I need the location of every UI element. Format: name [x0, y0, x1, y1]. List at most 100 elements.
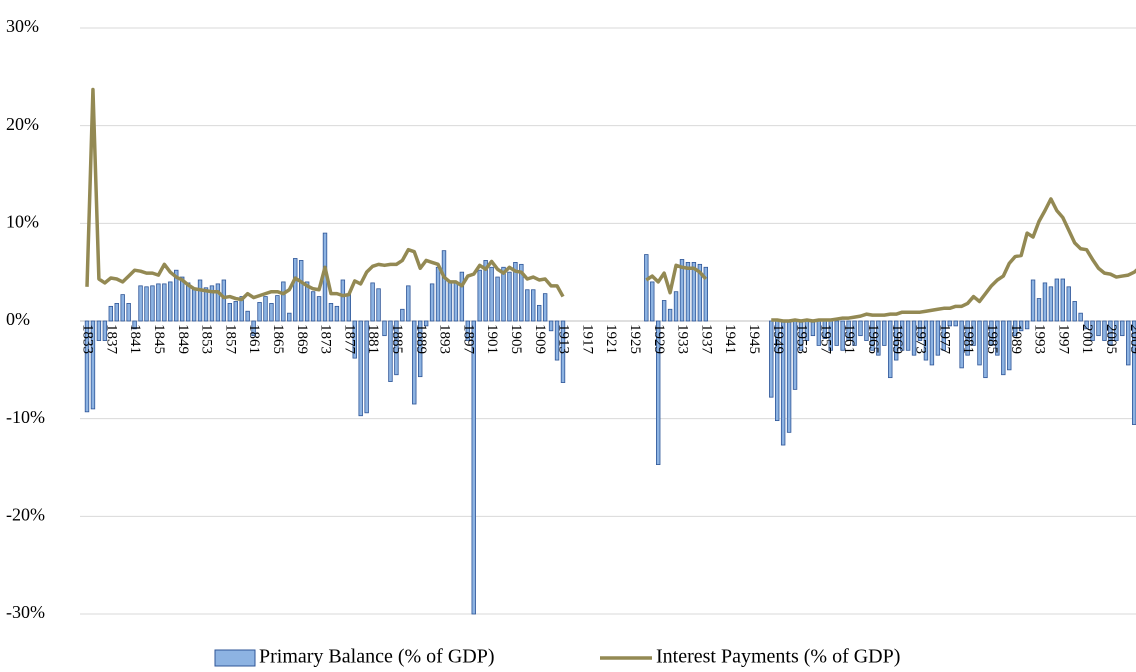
- x-tick-label: 1981: [960, 324, 976, 354]
- bar: [435, 266, 441, 322]
- bar: [257, 302, 262, 322]
- x-tick-label: 1905: [508, 324, 524, 354]
- bar: [1132, 320, 1136, 425]
- bar: [888, 320, 893, 379]
- bar: [144, 286, 149, 322]
- bar: [644, 254, 649, 322]
- bar: [269, 303, 274, 322]
- bar: [179, 276, 185, 322]
- bar: [691, 261, 697, 322]
- bar: [1090, 320, 1095, 341]
- y-tick-label: -30%: [6, 602, 45, 622]
- bar: [911, 320, 917, 356]
- x-tick-label: 2001: [1079, 324, 1095, 354]
- bar: [185, 282, 191, 322]
- x-tick-label: 1893: [437, 324, 453, 354]
- bar: [513, 261, 518, 322]
- x-tick-label: 1865: [270, 324, 286, 354]
- x-tick-label: 1853: [199, 324, 215, 354]
- x-tick-label: 1925: [627, 324, 643, 354]
- bar: [1084, 320, 1089, 330]
- y-tick-label: 20%: [6, 114, 39, 134]
- bar: [525, 289, 530, 322]
- bar: [870, 320, 875, 351]
- bar: [537, 304, 542, 322]
- bar: [673, 291, 679, 322]
- x-tick-label: 1881: [365, 324, 381, 354]
- x-tick-label: 1945: [746, 324, 762, 354]
- bar: [233, 301, 238, 322]
- bar: [548, 320, 554, 332]
- bar: [953, 320, 958, 327]
- x-tick-label: 1845: [151, 324, 167, 354]
- bar: [667, 308, 673, 322]
- bar: [281, 281, 286, 322]
- bar: [150, 285, 155, 322]
- x-tick-label: 1929: [651, 324, 667, 354]
- bar: [221, 279, 227, 322]
- bar: [882, 320, 887, 346]
- bar: [310, 291, 316, 322]
- bar: [917, 320, 923, 341]
- bar: [935, 320, 941, 356]
- bar: [423, 320, 429, 327]
- bar: [1048, 286, 1054, 322]
- bar: [519, 263, 524, 322]
- bar: [995, 320, 1000, 356]
- bar: [114, 303, 119, 322]
- bar: [650, 281, 655, 322]
- bar: [406, 285, 411, 322]
- bar: [703, 266, 708, 322]
- bar: [501, 266, 506, 322]
- bar: [477, 269, 482, 322]
- bar: [810, 320, 816, 337]
- bar: [1024, 320, 1030, 330]
- bar: [1001, 320, 1006, 376]
- bar: [471, 320, 476, 615]
- x-tick-label: 1941: [722, 324, 738, 354]
- bar: [370, 282, 375, 322]
- bar: [376, 288, 381, 322]
- bar: [1072, 301, 1077, 322]
- bar: [126, 303, 131, 322]
- x-tick-label: 1953: [794, 324, 810, 354]
- bar: [1102, 320, 1107, 341]
- bar: [840, 320, 845, 351]
- bar: [489, 266, 494, 322]
- bar: [697, 263, 703, 322]
- x-tick-label: 1993: [1032, 324, 1048, 354]
- bar: [661, 300, 667, 322]
- bar: [388, 320, 393, 382]
- bar: [459, 271, 465, 322]
- y-tick-label: -10%: [6, 407, 45, 427]
- bar: [899, 320, 905, 351]
- bar: [441, 250, 447, 322]
- x-tick-label: 1901: [484, 324, 500, 354]
- y-tick-label: 10%: [6, 211, 39, 231]
- bar: [263, 296, 268, 322]
- bar: [1013, 320, 1018, 337]
- bar: [382, 320, 387, 337]
- bar: [84, 320, 90, 413]
- x-tick-label: 1957: [817, 324, 833, 355]
- y-tick-label: 30%: [6, 16, 39, 36]
- bar: [346, 293, 351, 322]
- x-tick-label: 1989: [1008, 324, 1024, 354]
- bar: [965, 320, 970, 356]
- bar: [328, 303, 334, 322]
- bar: [334, 305, 340, 322]
- bar: [1036, 298, 1042, 322]
- bar: [894, 320, 899, 361]
- bar: [941, 320, 946, 351]
- bar: [1114, 320, 1119, 341]
- y-tick-label: 0%: [6, 309, 30, 329]
- x-tick-label: 1969: [889, 324, 905, 354]
- x-tick-label: 1961: [841, 324, 857, 354]
- x-tick-label: 1909: [532, 324, 548, 354]
- bar: [102, 320, 108, 341]
- x-tick-label: 1861: [246, 324, 262, 354]
- bar: [560, 320, 566, 383]
- bar: [352, 320, 357, 359]
- bar: [316, 296, 322, 322]
- bar: [358, 320, 363, 417]
